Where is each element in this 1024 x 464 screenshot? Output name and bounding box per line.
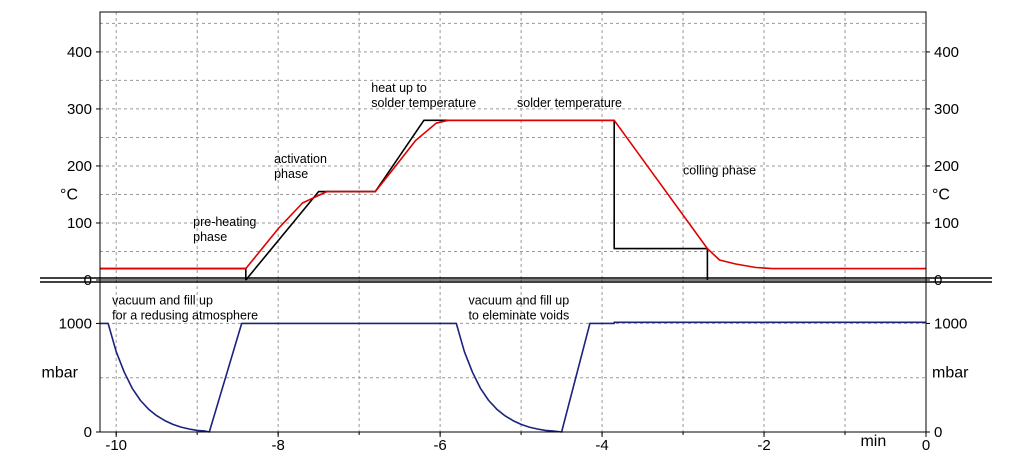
y-tick-label-right: 100 [934,215,959,232]
x-unit-label: min [860,433,886,450]
y-tick-label-left: 200 [67,158,92,175]
y-tick-label-right: 0 [934,424,942,441]
temperature-panel: 0 0 100 100 200 200 300 300 400 400 °C °C pre-heatin… [60,11,959,289]
annotation-line: solder temperature [517,96,622,110]
y-tick-label-left: 100 [67,215,92,232]
x-tick-label: -2 [757,437,770,454]
annotation: vacuum and fill up for a redusing atmosph… [112,293,258,322]
y-unit-right: °C [932,186,950,203]
annotation: pre-heating phase [193,215,256,244]
y-tick-label-right: 0 [934,272,942,289]
annotation-line: vacuum and fill up [468,293,569,307]
annotation-line: pre-heating [193,215,256,229]
y-tick-label-right: 300 [934,101,959,118]
panel-border [99,279,927,433]
y-tick-label-right: 1000 [934,315,967,332]
annotation: vacuum and fill up to eleminate voids [468,293,569,322]
x-tick-label: -4 [595,437,608,454]
y-unit-left: mbar [42,364,79,381]
annotation-line: heat up to [371,81,427,95]
annotation: activation phase [274,152,327,181]
annotation: colling phase [683,164,756,178]
annotation-line: activation [274,152,327,166]
annotation: heat up to solder temperature [371,81,476,110]
y-tick-label-left: 0 [84,424,92,441]
y-tick-label-right: 200 [934,158,959,175]
x-tick-label: -6 [433,437,446,454]
annotation-line: solder temperature [371,96,476,110]
annotation-line: vacuum and fill up [112,293,213,307]
y-tick-label-right: 400 [934,44,959,61]
y-unit-left: °C [60,186,78,203]
y-unit-right: mbar [932,364,969,381]
annotation-line: phase [193,230,227,244]
y-tick-label-left: 300 [67,101,92,118]
x-tick-label: 0 [922,437,930,454]
series-line-0 [100,119,709,281]
chart-frame: -10 -8 -6 -4 -2 0 min [40,277,992,454]
series-line-0 [100,321,926,433]
series-line-1 [100,119,926,270]
annotation-line: to eleminate voids [468,308,569,322]
annotation-line: for a redusing atmosphere [112,308,258,322]
y-tick-label-left: 0 [84,272,92,289]
annotation-line: phase [274,167,308,181]
annotation-line: colling phase [683,164,756,178]
annotation: solder temperature [517,96,622,110]
y-tick-label-left: 400 [67,44,92,61]
x-tick-label: -8 [271,437,284,454]
y-tick-label-left: 1000 [59,315,92,332]
x-tick-label: -10 [105,437,127,454]
